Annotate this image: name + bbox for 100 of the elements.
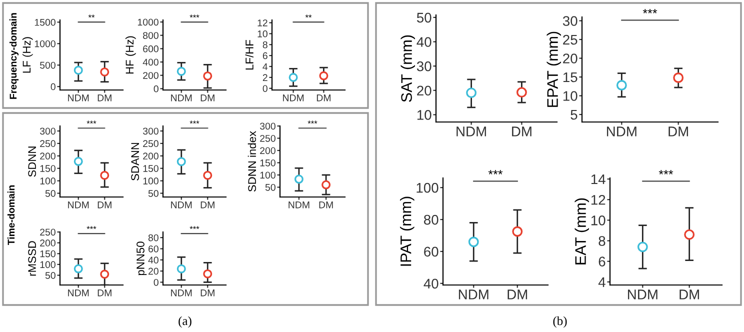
y-tick-label: 600 bbox=[143, 45, 158, 52]
y-tick-label: 150 bbox=[260, 159, 276, 166]
text: *** bbox=[86, 226, 96, 230]
x-tick-label: DM bbox=[508, 290, 528, 300]
y-tick-label: 12 bbox=[258, 19, 268, 26]
y-tick-label: 15 bbox=[563, 72, 578, 82]
x-tick-label: DM bbox=[200, 94, 214, 102]
y-tick-label: 50 bbox=[45, 272, 56, 279]
y-tick-label: 1000 bbox=[138, 18, 158, 26]
y-tick-label: 0 bbox=[154, 278, 158, 286]
x-tick-label: NDM bbox=[283, 94, 304, 102]
text: *** bbox=[190, 14, 200, 18]
y-tick-label: 60 bbox=[148, 245, 158, 252]
y-tick-label: 4 bbox=[262, 63, 268, 70]
y-tick-label: 1500 bbox=[34, 18, 56, 26]
y-tick-label: 100 bbox=[143, 178, 158, 184]
text: *** bbox=[488, 170, 503, 174]
x-tick-label: NDM bbox=[171, 202, 192, 208]
y-axis-title: LF (Hz) bbox=[22, 37, 33, 73]
x-tick-label: DM bbox=[98, 290, 112, 296]
x-tick-label: DM bbox=[316, 94, 330, 102]
y-tick-label: 200 bbox=[143, 152, 158, 160]
y-tick-label: 400 bbox=[142, 58, 158, 66]
x-tick-label: NDM bbox=[606, 126, 636, 136]
x-tick-label: DM bbox=[98, 202, 112, 208]
y-axis-title: HF (Hz) bbox=[125, 36, 136, 74]
y-axis-title: SDANN bbox=[131, 142, 140, 180]
text: *** bbox=[308, 120, 318, 124]
y-tick-label: 200 bbox=[260, 147, 276, 154]
x-tick-label: DM bbox=[512, 126, 532, 136]
y-tick-label: 6 bbox=[262, 52, 268, 60]
y-axis-title: SDNN index bbox=[248, 131, 256, 192]
x-tick-label: NDM bbox=[456, 126, 486, 136]
x-tick-label: DM bbox=[680, 290, 699, 300]
y-tick-label: 10 bbox=[417, 110, 432, 120]
x-tick-label: DM bbox=[668, 126, 688, 136]
text: ** bbox=[88, 14, 95, 18]
y-tick-label: 150 bbox=[40, 250, 56, 258]
y-tick-label: 150 bbox=[143, 165, 158, 172]
y-tick-label: 10 bbox=[563, 91, 578, 101]
y-tick-label: 5 bbox=[570, 110, 578, 120]
y-tick-label: 150 bbox=[40, 165, 56, 172]
y-tick-label: 250 bbox=[143, 140, 158, 148]
text: (a) bbox=[178, 316, 192, 328]
y-tick-label: 30 bbox=[416, 61, 432, 72]
y-tick-label: 300 bbox=[40, 128, 56, 135]
y-tick-label: 0 bbox=[154, 85, 158, 92]
x-tick-label: NDM bbox=[628, 290, 658, 300]
y-tick-label: 30 bbox=[562, 16, 578, 26]
y-axis-title: EPAT (mm) bbox=[546, 32, 561, 107]
y-axis-title: rMSSD bbox=[28, 241, 36, 276]
y-tick-label: 100 bbox=[40, 261, 56, 268]
y-tick-label: 40 bbox=[148, 256, 158, 264]
x-tick-label: NDM bbox=[68, 94, 89, 102]
x-tick-label: DM bbox=[319, 202, 333, 208]
x-tick-label: NDM bbox=[171, 94, 192, 102]
y-tick-label: 40 bbox=[416, 37, 432, 47]
y-tick-label: 80 bbox=[148, 234, 158, 242]
y-tick-label: 2 bbox=[262, 74, 268, 81]
y-axis-title: SAT (mm) bbox=[400, 35, 415, 102]
x-tick-label: NDM bbox=[458, 290, 488, 300]
y-tick-label: 0 bbox=[262, 85, 268, 92]
y-tick-label: 100 bbox=[40, 178, 56, 184]
y-tick-label: 200 bbox=[40, 240, 56, 246]
y-tick-label: 200 bbox=[143, 72, 158, 79]
y-tick-label: 0 bbox=[50, 83, 56, 90]
y-tick-label: 20 bbox=[417, 86, 432, 96]
y-tick-label: 8 bbox=[262, 41, 268, 48]
y-tick-label: 800 bbox=[143, 32, 158, 39]
x-tick-label: NDM bbox=[68, 290, 89, 296]
y-axis-title: SDNN bbox=[28, 146, 36, 177]
x-tick-label: DM bbox=[200, 290, 214, 296]
y-tick-label: 80 bbox=[424, 214, 438, 225]
y-tick-label: 4 bbox=[598, 277, 606, 287]
y-axis-title: LF/HF bbox=[245, 40, 254, 70]
y-tick-label: 20 bbox=[148, 268, 158, 275]
text: Time-domain bbox=[7, 185, 15, 246]
text: *** bbox=[658, 170, 674, 174]
y-tick-label: 100 bbox=[416, 182, 438, 193]
y-tick-label: 300 bbox=[142, 128, 158, 135]
text: *** bbox=[642, 8, 658, 14]
y-tick-label: 14 bbox=[591, 174, 606, 184]
y-tick-label: 250 bbox=[40, 228, 56, 236]
text: *** bbox=[86, 120, 96, 124]
y-axis-title: IPAT (mm) bbox=[400, 196, 414, 266]
x-tick-label: NDM bbox=[288, 202, 310, 208]
text: Frequency-domain bbox=[9, 13, 19, 99]
y-tick-label: 8 bbox=[598, 236, 606, 246]
y-tick-label: 50 bbox=[45, 190, 56, 197]
y-tick-label: 1000 bbox=[34, 40, 56, 48]
y-tick-label: 250 bbox=[260, 134, 276, 142]
text: *** bbox=[190, 226, 200, 230]
x-tick-label: NDM bbox=[171, 290, 192, 296]
text: ** bbox=[305, 14, 312, 18]
y-tick-label: 40 bbox=[424, 278, 438, 289]
y-tick-label: 12 bbox=[591, 194, 606, 205]
y-tick-label: 10 bbox=[591, 216, 606, 226]
y-tick-label: 50 bbox=[416, 12, 432, 23]
y-tick-label: 60 bbox=[424, 246, 438, 257]
x-tick-label: DM bbox=[98, 94, 112, 102]
